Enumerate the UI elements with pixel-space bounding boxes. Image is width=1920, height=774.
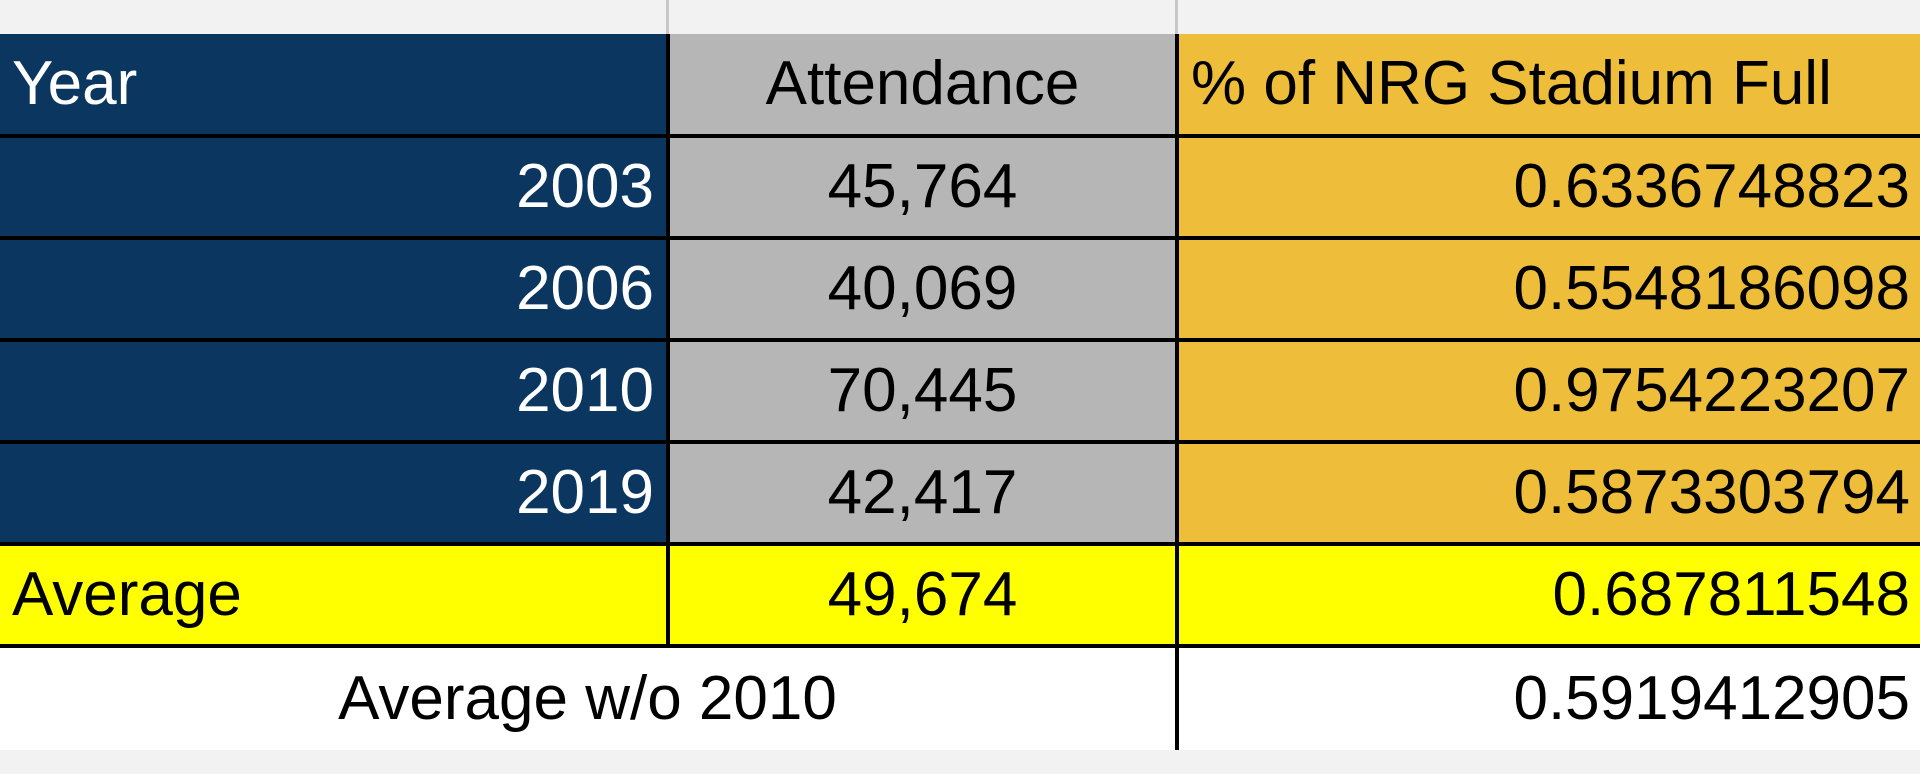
table-row: 2019 42,417 0.5873303794 [0, 440, 1920, 546]
cell-attendance[interactable]: 42,417 [666, 440, 1179, 546]
cell-percent-full[interactable]: 0.5548186098 [1175, 236, 1920, 342]
cell-year[interactable]: 2003 [0, 134, 670, 240]
cell-average-label[interactable]: Average [0, 542, 670, 648]
cell-year[interactable]: 2019 [0, 440, 670, 546]
cell-percent-full[interactable]: 0.9754223207 [1175, 338, 1920, 444]
attendance-table: Year Attendance % of NRG Stadium Full 20… [0, 34, 1920, 750]
cell-average-attendance[interactable]: 49,674 [666, 542, 1179, 648]
header-cell-percent-full[interactable]: % of NRG Stadium Full [1175, 34, 1920, 138]
average-without-2010-row: Average w/o 2010 0.5919412905 [0, 644, 1920, 750]
cell-average-without-2010-label[interactable]: Average w/o 2010 [0, 644, 1179, 750]
header-cell-attendance[interactable]: Attendance [666, 34, 1179, 138]
header-row: Year Attendance % of NRG Stadium Full [0, 34, 1920, 138]
cell-average-percent-full[interactable]: 0.687811548 [1175, 542, 1920, 648]
header-cell-year[interactable]: Year [0, 34, 670, 138]
table-row: 2003 45,764 0.6336748823 [0, 134, 1920, 240]
column-gridline [1175, 0, 1178, 34]
cell-percent-full[interactable]: 0.5873303794 [1175, 440, 1920, 546]
sheet-top-row [0, 0, 1920, 34]
cell-year[interactable]: 2006 [0, 236, 670, 342]
average-row: Average 49,674 0.687811548 [0, 542, 1920, 648]
cell-year[interactable]: 2010 [0, 338, 670, 444]
cell-attendance[interactable]: 70,445 [666, 338, 1179, 444]
table-row: 2006 40,069 0.5548186098 [0, 236, 1920, 342]
cell-attendance[interactable]: 45,764 [666, 134, 1179, 240]
cell-attendance[interactable]: 40,069 [666, 236, 1179, 342]
cell-percent-full[interactable]: 0.6336748823 [1175, 134, 1920, 240]
column-gridline [666, 0, 669, 34]
cell-average-without-2010-percent-full[interactable]: 0.5919412905 [1175, 644, 1920, 750]
table-row: 2010 70,445 0.9754223207 [0, 338, 1920, 444]
